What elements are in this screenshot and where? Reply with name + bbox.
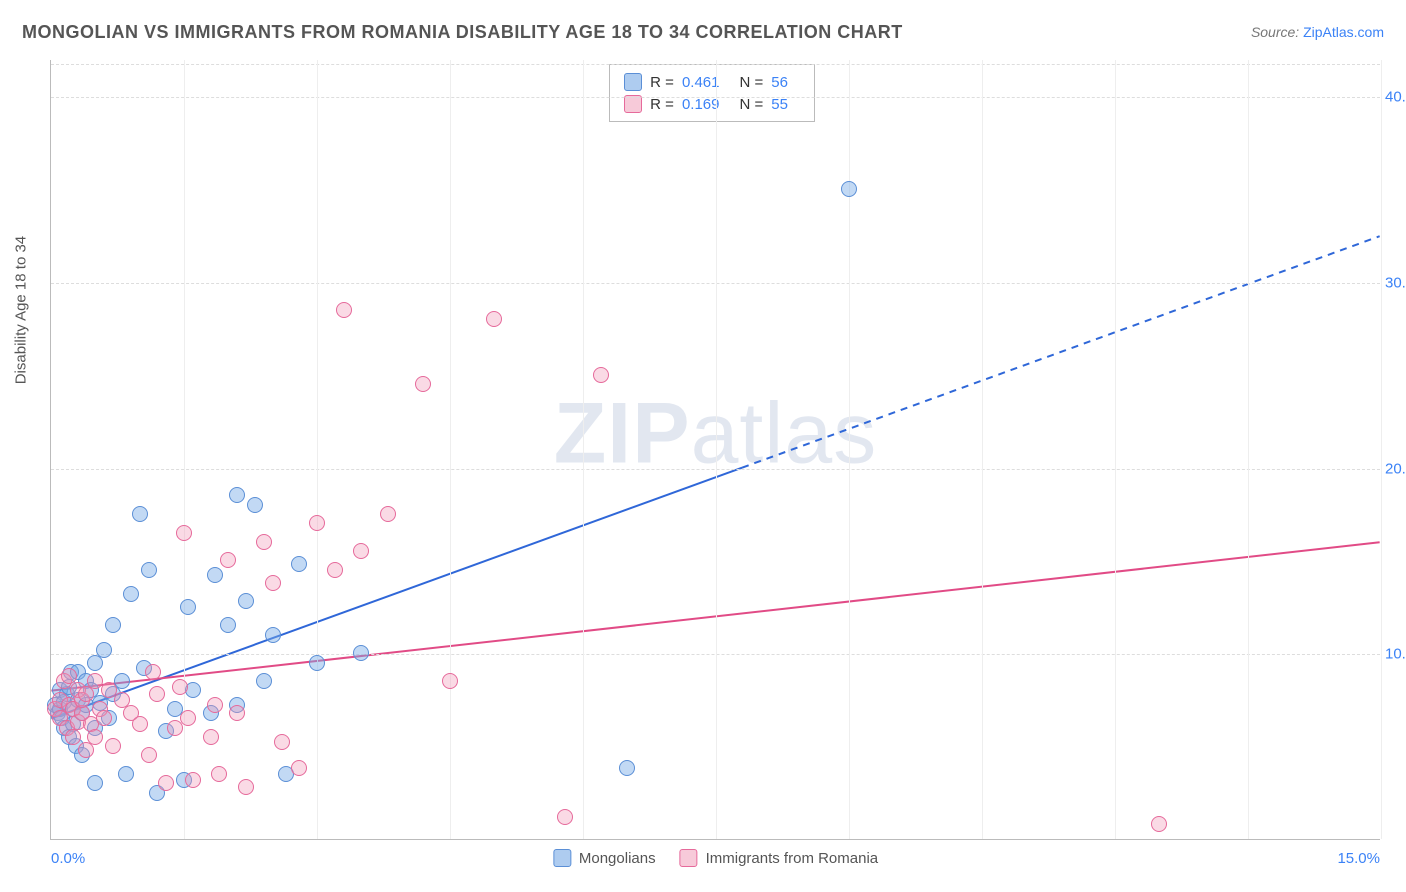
data-point	[207, 567, 223, 583]
data-point	[96, 710, 112, 726]
data-point	[141, 562, 157, 578]
data-point	[486, 311, 502, 327]
v-gridline	[1115, 60, 1116, 839]
data-point	[309, 655, 325, 671]
v-gridline	[716, 60, 717, 839]
source-label: Source:	[1251, 24, 1299, 40]
data-point	[238, 593, 254, 609]
source-link[interactable]: ZipAtlas.com	[1303, 24, 1384, 40]
data-point	[132, 716, 148, 732]
data-point	[1151, 816, 1167, 832]
x-tick-label: 0.0%	[51, 850, 85, 867]
v-gridline	[1248, 60, 1249, 839]
y-tick-label: 30.0%	[1385, 274, 1406, 291]
v-gridline	[1381, 60, 1382, 839]
v-gridline	[317, 60, 318, 839]
data-point	[185, 772, 201, 788]
data-point	[158, 775, 174, 791]
data-point	[96, 642, 112, 658]
data-point	[180, 599, 196, 615]
y-tick-label: 10.0%	[1385, 646, 1406, 663]
data-point	[132, 506, 148, 522]
swatch-blue-icon	[553, 849, 571, 867]
legend-label: Mongolians	[579, 850, 656, 867]
data-point	[380, 506, 396, 522]
v-gridline	[583, 60, 584, 839]
v-gridline	[450, 60, 451, 839]
legend-item-romania: Immigrants from Romania	[680, 849, 879, 867]
data-point	[123, 586, 139, 602]
data-point	[229, 487, 245, 503]
v-gridline	[982, 60, 983, 839]
data-point	[327, 562, 343, 578]
scatter-plot: Disability Age 18 to 34 ZIPatlas R = 0.4…	[50, 60, 1380, 840]
data-point	[114, 673, 130, 689]
data-point	[265, 627, 281, 643]
data-point	[211, 766, 227, 782]
data-point	[149, 686, 165, 702]
y-tick-label: 40.0%	[1385, 89, 1406, 106]
data-point	[87, 729, 103, 745]
data-point	[247, 497, 263, 513]
legend-label: Immigrants from Romania	[706, 850, 879, 867]
data-point	[291, 556, 307, 572]
data-point	[105, 617, 121, 633]
data-point	[274, 734, 290, 750]
data-point	[353, 645, 369, 661]
data-point	[105, 738, 121, 754]
data-point	[65, 729, 81, 745]
swatch-pink-icon	[680, 849, 698, 867]
data-point	[207, 697, 223, 713]
data-point	[172, 679, 188, 695]
data-point	[309, 515, 325, 531]
data-point	[176, 525, 192, 541]
data-point	[336, 302, 352, 318]
data-point	[256, 673, 272, 689]
data-point	[61, 668, 77, 684]
data-point	[145, 664, 161, 680]
data-point	[87, 775, 103, 791]
data-point	[220, 552, 236, 568]
legend-item-mongolians: Mongolians	[553, 849, 656, 867]
data-point	[229, 705, 245, 721]
data-point	[619, 760, 635, 776]
correlation-legend: R = 0.461 N = 56 R = 0.169 N = 55	[609, 64, 815, 122]
data-point	[593, 367, 609, 383]
data-point	[415, 376, 431, 392]
x-tick-label: 15.0%	[1337, 850, 1380, 867]
data-point	[256, 534, 272, 550]
data-point	[141, 747, 157, 763]
data-point	[118, 766, 134, 782]
data-point	[353, 543, 369, 559]
data-point	[238, 779, 254, 795]
data-point	[557, 809, 573, 825]
data-point	[180, 710, 196, 726]
chart-title: MONGOLIAN VS IMMIGRANTS FROM ROMANIA DIS…	[22, 22, 903, 43]
data-point	[220, 617, 236, 633]
series-legend: Mongolians Immigrants from Romania	[553, 849, 878, 867]
data-point	[265, 575, 281, 591]
y-axis-label: Disability Age 18 to 34	[13, 235, 30, 383]
legend-row-mongolians: R = 0.461 N = 56	[624, 71, 800, 93]
v-gridline	[849, 60, 850, 839]
data-point	[442, 673, 458, 689]
data-point	[291, 760, 307, 776]
swatch-blue-icon	[624, 73, 642, 91]
y-tick-label: 20.0%	[1385, 460, 1406, 477]
source-attribution: Source: ZipAtlas.com	[1251, 24, 1384, 40]
data-point	[203, 729, 219, 745]
data-point	[841, 181, 857, 197]
